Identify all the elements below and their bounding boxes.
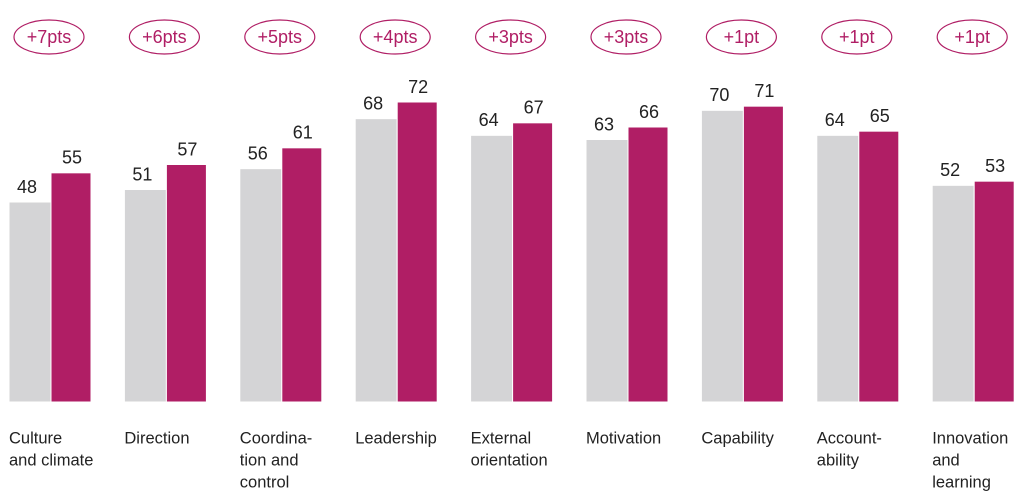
annotation: +1pt — [839, 27, 875, 47]
bar — [973, 180, 1015, 403]
bar — [512, 122, 554, 403]
bar — [281, 147, 323, 403]
bar — [354, 118, 398, 403]
bar — [816, 134, 860, 403]
value-label: 51 — [132, 164, 152, 184]
annotation-badge — [359, 19, 431, 55]
value-label: 61 — [293, 123, 313, 143]
annotation-badge — [936, 19, 1008, 55]
bar — [858, 130, 900, 403]
bar — [470, 134, 514, 403]
x-tick-label: Motivation — [586, 429, 661, 447]
x-tick-label: Innovation — [932, 429, 1008, 447]
bar — [396, 101, 438, 403]
annotation-badge — [13, 19, 85, 55]
value-label: 52 — [940, 160, 960, 180]
value-label: 72 — [408, 77, 428, 97]
x-tick-label: control — [240, 473, 290, 491]
bar — [931, 184, 975, 403]
bar — [627, 126, 669, 403]
bar — [239, 168, 283, 403]
value-label: 66 — [639, 102, 659, 122]
x-tick-label: Direction — [124, 429, 189, 447]
x-tick-label: External — [471, 429, 532, 447]
annotation-badge — [705, 19, 778, 55]
value-label: 53 — [985, 156, 1005, 176]
value-label: 65 — [870, 106, 890, 126]
value-label: 57 — [177, 139, 197, 159]
value-label: 70 — [709, 85, 729, 105]
annotation: +3pts — [488, 27, 533, 47]
x-tick-label: Account- — [817, 429, 882, 447]
x-tick-label: and climate — [9, 451, 93, 469]
value-label: 67 — [524, 98, 544, 118]
annotation-badge — [475, 19, 547, 55]
annotation: +5pts — [258, 27, 303, 47]
annotation-badge — [244, 19, 316, 55]
annotation: +1pt — [724, 27, 760, 47]
value-label: 64 — [825, 110, 845, 130]
x-tick-label: Capability — [701, 429, 774, 447]
annotation: +3pts — [604, 27, 649, 47]
x-tick-label: Culture — [9, 429, 62, 447]
value-label: 63 — [594, 114, 614, 134]
annotation-badge — [590, 19, 662, 55]
value-label: 55 — [62, 148, 82, 168]
annotation: +4pts — [373, 27, 418, 47]
value-label: 68 — [363, 93, 383, 113]
x-tick-label: Leadership — [355, 429, 437, 447]
bar — [123, 189, 167, 403]
x-tick-label: tion and — [240, 451, 299, 469]
x-tick-label: learning — [932, 473, 991, 491]
annotation-badge — [128, 19, 200, 55]
bar — [700, 109, 744, 403]
value-label: 71 — [754, 81, 774, 101]
x-tick-label: and — [932, 451, 960, 469]
value-label: 48 — [17, 177, 37, 197]
annotation: +6pts — [142, 27, 187, 47]
bar — [50, 172, 92, 403]
x-tick-label: ability — [817, 451, 860, 469]
annotation: +1pt — [954, 27, 990, 47]
bar — [8, 201, 52, 403]
value-label: 56 — [248, 143, 268, 163]
x-tick-label: orientation — [471, 451, 548, 469]
x-tick-label: Coordina- — [240, 429, 312, 447]
bar — [585, 139, 629, 403]
annotation: +7pts — [27, 27, 72, 47]
annotation-badge — [821, 19, 893, 55]
bar — [165, 164, 207, 403]
bar — [742, 105, 784, 403]
value-label: 64 — [479, 110, 499, 130]
